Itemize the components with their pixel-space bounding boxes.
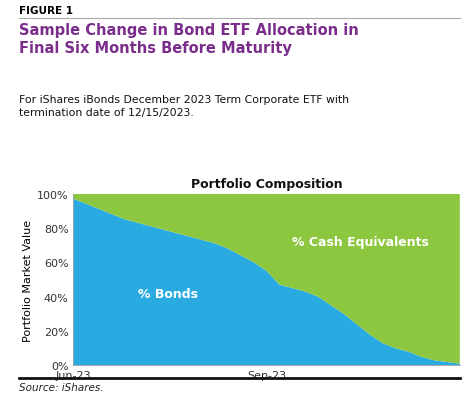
Title: Portfolio Composition: Portfolio Composition xyxy=(191,177,342,190)
Text: % Cash Equivalents: % Cash Equivalents xyxy=(292,235,429,249)
Text: Source: iShares.: Source: iShares. xyxy=(19,382,103,392)
Text: % Bonds: % Bonds xyxy=(138,287,198,300)
Text: For iShares iBonds December 2023 Term Corporate ETF with
termination date of 12/: For iShares iBonds December 2023 Term Co… xyxy=(19,95,349,118)
Y-axis label: Portfolio Market Value: Portfolio Market Value xyxy=(23,219,33,341)
Text: Sample Change in Bond ETF Allocation in
Final Six Months Before Maturity: Sample Change in Bond ETF Allocation in … xyxy=(19,23,359,56)
Text: FIGURE 1: FIGURE 1 xyxy=(19,6,73,16)
